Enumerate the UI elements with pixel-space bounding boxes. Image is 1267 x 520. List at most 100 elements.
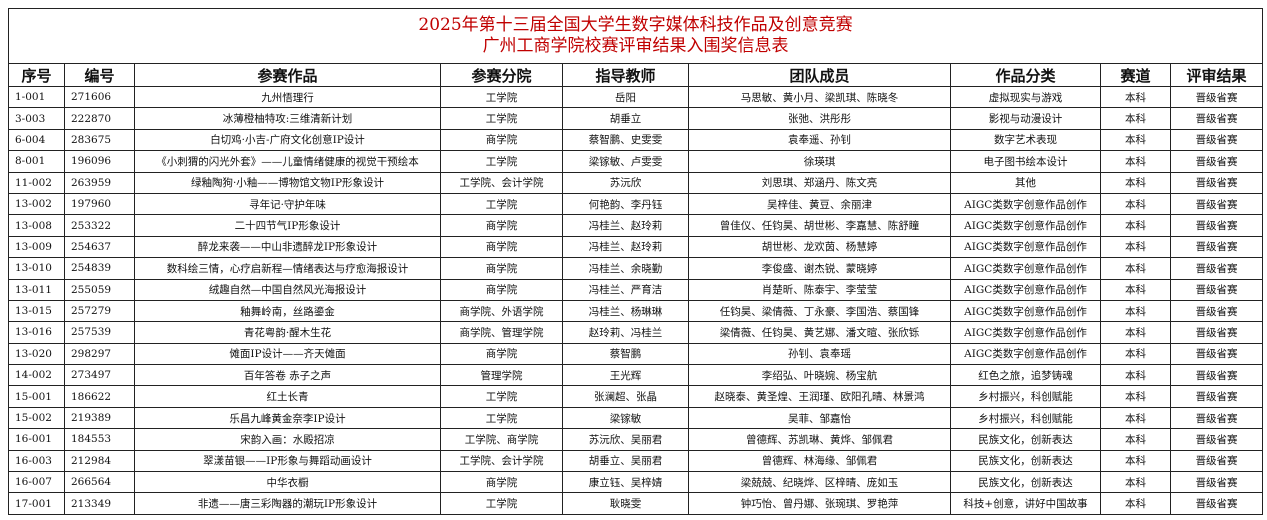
cell: 13-009 <box>8 235 65 259</box>
cell: 13-010 <box>8 257 65 280</box>
cell: 本科 <box>1100 171 1171 194</box>
cell: 本科 <box>1100 428 1171 451</box>
cell: 212984 <box>64 449 135 473</box>
cell: 影视与动漫设计 <box>950 107 1101 130</box>
cell: 晋级省赛 <box>1169 257 1264 280</box>
cell: 213349 <box>64 492 135 515</box>
cell: 孙钊、袁奉瑶 <box>688 342 951 366</box>
data-row: 1-001 271606 九州悟理行 工学院 岳阳 马思敏、黄小月、梁凯琪、陈晓冬 虚拟现实… <box>8 85 1264 109</box>
data-row: 16-007 266564 中华衣橱 商学院 康立钰、吴梓婧 梁兢兢、纪晓烨、区梓晴、庞如… <box>8 471 1264 494</box>
cell: 13-020 <box>8 342 65 366</box>
cell: 岳阳 <box>562 85 689 109</box>
cell: 红土长青 <box>134 385 441 408</box>
cell: 本科 <box>1100 235 1171 259</box>
cell: 翠漾苗银——IP形象与舞蹈动画设计 <box>134 449 441 473</box>
cell: 工学院 <box>440 107 563 130</box>
cell: 曾德辉、林海缘、邹佩君 <box>688 449 951 473</box>
cell: AIGC类数字创意作品创作 <box>950 192 1101 216</box>
cell: 本科 <box>1100 107 1171 130</box>
cell: 百年答卷 赤子之声 <box>134 364 441 387</box>
cell: 晋级省赛 <box>1169 299 1264 323</box>
cell: 青花粤韵·醒木生花 <box>134 321 441 344</box>
cell: 肖楚昕、陈泰宇、李莹莹 <box>688 278 951 301</box>
cell: 胡世彬、龙欢茵、杨慧婷 <box>688 235 951 259</box>
cell: 蔡智鹏 <box>562 342 689 366</box>
cell: 胡垂立、吴丽君 <box>562 449 689 473</box>
cell: 李俊盛、谢杰锐、蒙晓婷 <box>688 257 951 280</box>
cell: 商学院 <box>440 257 563 280</box>
cell: AIGC类数字创意作品创作 <box>950 299 1101 323</box>
cell: 晋级省赛 <box>1169 321 1264 344</box>
cell: 乡村振兴，科创赋能 <box>950 385 1101 408</box>
cell: 中华衣橱 <box>134 471 441 494</box>
cell: 14-002 <box>8 364 65 387</box>
cell: 16-001 <box>8 428 65 451</box>
cell: 晋级省赛 <box>1169 235 1264 259</box>
cell: 绒趣自然—中国自然风光海报设计 <box>134 278 441 301</box>
cell: AIGC类数字创意作品创作 <box>950 235 1101 259</box>
cell: 298297 <box>64 342 135 366</box>
data-row: 13-009 254637 醉龙来袭——中山非遗醉龙IP形象设计 商学院 冯桂兰、赵玲莉… <box>8 235 1264 259</box>
cell: 商学院 <box>440 278 563 301</box>
column-header: 作品分类 <box>950 63 1101 87</box>
cell: 283675 <box>64 128 135 152</box>
cell: 电子图书绘本设计 <box>950 150 1101 173</box>
column-header: 团队成员 <box>688 63 951 87</box>
cell: 工学院 <box>440 192 563 216</box>
cell: 本科 <box>1100 192 1171 216</box>
cell: 257539 <box>64 321 135 344</box>
cell: 本科 <box>1100 406 1171 430</box>
cell: 273497 <box>64 364 135 387</box>
cell: 13-016 <box>8 321 65 344</box>
cell: AIGC类数字创意作品创作 <box>950 257 1101 280</box>
cell: 蔡智鹏、史雯雯 <box>562 128 689 152</box>
cell: 15-001 <box>8 385 65 408</box>
cell: 本科 <box>1100 278 1171 301</box>
cell: 九州悟理行 <box>134 85 441 109</box>
cell: 冯桂兰、赵玲莉 <box>562 214 689 237</box>
cell: AIGC类数字创意作品创作 <box>950 342 1101 366</box>
data-row: 11-002 263959 绿釉陶狗·小釉——博物馆文物IP形象设计 工学院、会计学院… <box>8 171 1264 194</box>
cell: 晋级省赛 <box>1169 171 1264 194</box>
cell: 晋级省赛 <box>1169 471 1264 494</box>
cell: 本科 <box>1100 299 1171 323</box>
cell: 釉舞岭南，丝路鎏金 <box>134 299 441 323</box>
cell: 3-003 <box>8 107 65 130</box>
cell: 冯桂兰、严育洁 <box>562 278 689 301</box>
title-line: 广州工商学院校赛评审结果入围奖信息表 <box>482 36 789 56</box>
cell: 红色之旅，追梦铸魂 <box>950 364 1101 387</box>
cell: 晋级省赛 <box>1169 385 1264 408</box>
cell: 11-002 <box>8 171 65 194</box>
cell: 工学院 <box>440 406 563 430</box>
cell: 苏沅欣、吴丽君 <box>562 428 689 451</box>
cell: 15-002 <box>8 406 65 430</box>
cell: 266564 <box>64 471 135 494</box>
cell: 本科 <box>1100 471 1171 494</box>
cell: 本科 <box>1100 257 1171 280</box>
cell: 吴梓佳、黄豆、余丽津 <box>688 192 951 216</box>
cell: 民族文化，创新表达 <box>950 471 1101 494</box>
cell: 254839 <box>64 257 135 280</box>
data-row: 16-001 184553 宋韵入画：水殿招凉 工学院、商学院 苏沅欣、吴丽君 曾德辉、苏… <box>8 428 1264 451</box>
data-row: 8-001 196096 《小刺猬的闪光外套》——儿童情绪健康的视觉干预绘本 工学院梁… <box>8 150 1264 173</box>
data-row: 13-002 197960 寻年记·守护年味 工学院 何艳韵、李丹钰 吴梓佳、黄豆、余丽津… <box>8 192 1264 216</box>
cell: 赵玲莉、冯桂兰 <box>562 321 689 344</box>
cell: 梁镓敏、卢雯雯 <box>562 150 689 173</box>
cell: 王光辉 <box>562 364 689 387</box>
cell: 晋级省赛 <box>1169 150 1264 173</box>
cell: 271606 <box>64 85 135 109</box>
cell: 科技+创意，讲好中国故事 <box>950 492 1101 515</box>
cell: AIGC类数字创意作品创作 <box>950 278 1101 301</box>
cell: 254637 <box>64 235 135 259</box>
cell: 1-001 <box>8 85 65 109</box>
data-row: 15-002 219389 乐昌九峰黄金奈李IP设计 工学院 梁镓敏 吴菲、邹嘉怡 乡村振兴… <box>8 406 1264 430</box>
cell: 其他 <box>950 171 1101 194</box>
cell: 222870 <box>64 107 135 130</box>
cell: 本科 <box>1100 385 1171 408</box>
column-header: 参赛分院 <box>440 63 563 87</box>
cell: 6-004 <box>8 128 65 152</box>
cell: 晋级省赛 <box>1169 192 1264 216</box>
cell: 184553 <box>64 428 135 451</box>
column-header: 指导教师 <box>562 63 689 87</box>
data-row: 6-004 283675 白切鸡·小吉-广府文化创意IP设计 商学院 蔡智鹏、史雯雯 袁奉… <box>8 128 1264 152</box>
